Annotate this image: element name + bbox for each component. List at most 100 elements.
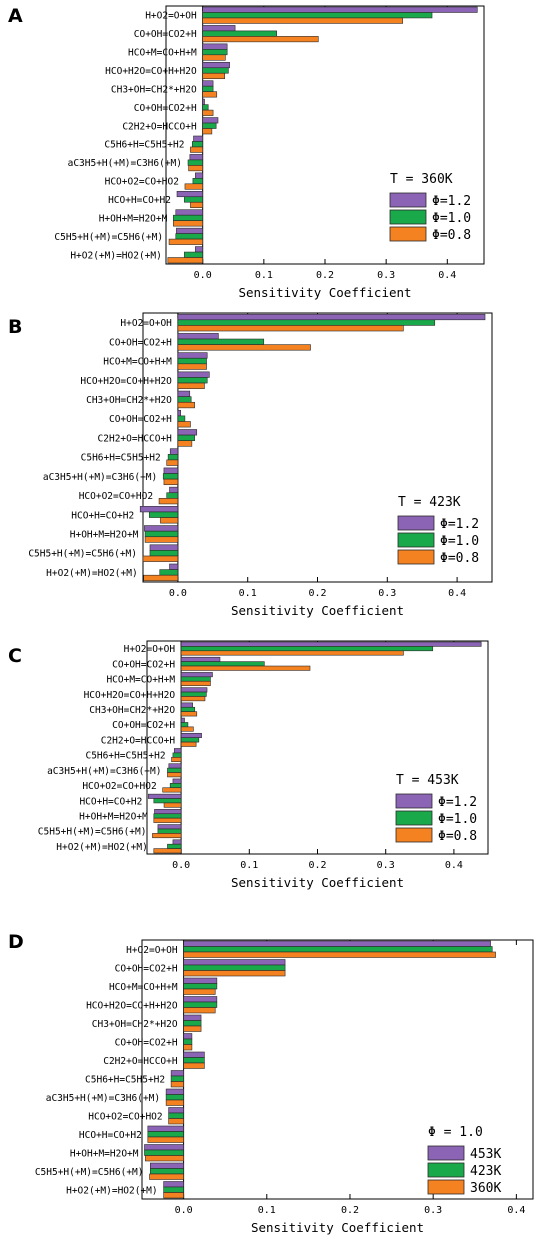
category-label: CO+OH=CO2+H xyxy=(115,1037,178,1048)
bar xyxy=(180,726,194,732)
bar xyxy=(180,656,221,662)
bar xyxy=(177,377,208,384)
category-label: HCO+M=CO+H+M xyxy=(103,357,172,368)
bar xyxy=(202,17,403,24)
legend-swatch xyxy=(427,1179,465,1195)
bar xyxy=(183,1051,205,1058)
x-tick-label: 0.2 xyxy=(341,1205,359,1216)
category-label: H+OH+M=H2O+M xyxy=(79,811,148,822)
bar xyxy=(190,146,203,153)
bar xyxy=(183,1038,193,1045)
bar xyxy=(202,43,228,50)
category-label: CH3+OH=CH2*+H2O xyxy=(111,84,197,95)
panel-d: D 0.0 0.1 0.2 0.3 0.4 Sensitivity Coefficient H… xyxy=(8,931,534,1235)
bar xyxy=(167,843,182,849)
x-tick-label: 0.3 xyxy=(377,860,395,871)
x-tick-label: 0.3 xyxy=(378,588,396,599)
category-label: HCO+H2O=CO+H+H2O xyxy=(80,376,172,387)
bar xyxy=(202,49,228,56)
x-tick-label: 0.0 xyxy=(172,860,190,871)
bar xyxy=(202,54,226,61)
bar xyxy=(153,848,182,854)
bar xyxy=(153,798,182,804)
bar xyxy=(177,352,208,359)
legend: T = 453K Φ=1.2 Φ=1.0 Φ=0.8 xyxy=(395,773,477,844)
bar xyxy=(183,946,493,953)
category-label: HCO+H2O=CO+H+H2O xyxy=(86,1000,178,1011)
bar xyxy=(158,498,179,505)
category-label: CO+OH=CO2+H xyxy=(112,720,175,731)
bar xyxy=(202,117,219,124)
category-label: HCO+M=CO+H+M xyxy=(109,982,178,993)
category-label: HCO+O2=CO+HO2 xyxy=(82,781,156,792)
bar xyxy=(180,702,193,708)
category-label: C5H5+H(+M)=C5H6(+M) xyxy=(38,827,147,838)
bar xyxy=(171,757,182,763)
x-axis-title: Sensitivity Coefficient xyxy=(231,875,404,890)
x-tick-label: 0.4 xyxy=(445,860,463,871)
bar xyxy=(139,506,179,513)
x-tick-label: 0.0 xyxy=(175,1205,193,1216)
legend-swatch xyxy=(395,810,433,826)
x-tick-label: 0.2 xyxy=(316,270,334,281)
bar xyxy=(177,396,192,403)
bar xyxy=(202,122,217,129)
legend-label: 360K xyxy=(470,1181,501,1196)
category-label: CO+OH=CO2+H xyxy=(134,29,197,40)
legend-label: Φ=1.2 xyxy=(438,795,477,810)
legend-title: T = 453K xyxy=(396,773,459,788)
bar xyxy=(180,711,198,717)
bar xyxy=(183,1033,193,1040)
category-label: HCO+H=CO+H2 xyxy=(79,796,142,807)
x-tick-label: 0.1 xyxy=(240,860,258,871)
bar xyxy=(153,813,182,819)
category-label: CO+OH=CO2+H xyxy=(109,414,172,425)
bar xyxy=(150,1162,184,1169)
bar xyxy=(189,154,203,161)
bar xyxy=(183,970,286,977)
panel-label: C xyxy=(8,645,22,667)
bar xyxy=(168,1112,184,1119)
category-label: H+O2=O+OH xyxy=(120,318,172,329)
bar xyxy=(149,1173,184,1180)
bar xyxy=(180,737,200,743)
legend-title: Φ = 1.0 xyxy=(428,1125,483,1140)
bar xyxy=(177,440,193,447)
bar xyxy=(172,839,182,845)
bar xyxy=(177,338,265,345)
bar xyxy=(202,61,230,69)
legend-label: Φ=0.8 xyxy=(438,829,477,844)
category-label: HCO+O2=CO+HO2 xyxy=(105,177,179,188)
bar xyxy=(183,964,286,971)
bar xyxy=(177,434,195,441)
bar xyxy=(163,467,179,474)
bar xyxy=(162,473,179,480)
x-axis-title: Sensitivity Coefficient xyxy=(251,1220,424,1235)
bar xyxy=(183,940,491,947)
category-label: CO+OH=CO2+H xyxy=(115,963,178,974)
bar xyxy=(180,706,196,712)
bar xyxy=(144,1149,184,1156)
bar xyxy=(177,325,404,332)
category-label: CO+OH=CO2+H xyxy=(134,103,197,114)
bar xyxy=(183,983,218,990)
bar xyxy=(143,574,179,582)
bar xyxy=(180,665,311,671)
bar xyxy=(157,824,182,830)
category-label: aC3H5+H(+M)=C3H6(+M) xyxy=(68,158,182,169)
bar xyxy=(202,109,214,116)
bar xyxy=(184,183,203,190)
bar xyxy=(176,227,203,234)
legend-title: T = 423K xyxy=(398,495,461,510)
legend: Φ = 1.0 453K 423K 360K xyxy=(427,1125,501,1196)
bar xyxy=(202,25,236,32)
bar xyxy=(188,165,203,172)
bar xyxy=(152,833,182,839)
bar xyxy=(173,214,203,221)
bar xyxy=(163,478,179,486)
bar xyxy=(187,159,203,166)
legend-swatch xyxy=(389,226,427,242)
bar xyxy=(202,67,229,74)
x-tick-label: 0.3 xyxy=(377,270,395,281)
